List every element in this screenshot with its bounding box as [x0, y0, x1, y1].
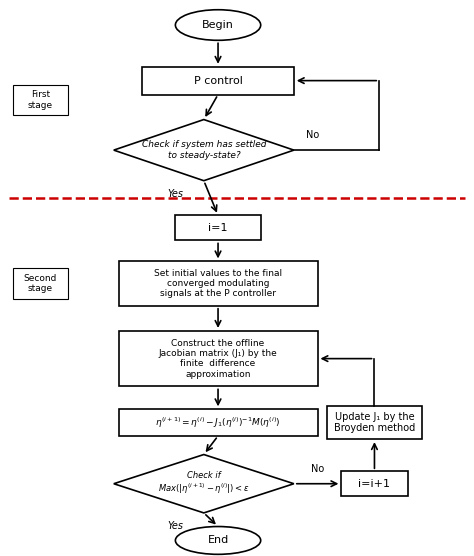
Text: Check if system has settled
to steady-state?: Check if system has settled to steady-st…: [142, 141, 266, 160]
Text: Set initial values to the final
converged modulating
signals at the P controller: Set initial values to the final converge…: [154, 269, 282, 299]
Text: P control: P control: [193, 76, 243, 86]
Bar: [175, 215, 261, 240]
Text: i=1: i=1: [208, 223, 228, 233]
Bar: [118, 331, 318, 386]
Bar: [142, 67, 294, 95]
Text: Yes: Yes: [167, 522, 183, 531]
Text: i=i+1: i=i+1: [358, 479, 391, 489]
Text: $\eta^{(i+1)}=\eta^{(i)}-J_1(\eta^{(i)})^{-1}M(\eta^{(i)})$: $\eta^{(i+1)}=\eta^{(i)}-J_1(\eta^{(i)})…: [155, 415, 281, 430]
Bar: [13, 269, 68, 299]
Text: End: End: [208, 535, 228, 545]
Bar: [118, 409, 318, 436]
Text: Construct the offline
Jacobian matrix (J₁) by the
finite  difference
approximati: Construct the offline Jacobian matrix (J…: [159, 339, 277, 379]
Bar: [341, 471, 408, 496]
Text: No: No: [306, 130, 319, 140]
Text: Update J₁ by the
Broyden method: Update J₁ by the Broyden method: [334, 412, 415, 433]
Text: Check if
$Max(|\eta^{(i+1)}-\eta^{(i)}|) < \varepsilon$: Check if $Max(|\eta^{(i+1)}-\eta^{(i)}|)…: [158, 471, 250, 497]
Text: Yes: Yes: [167, 189, 183, 199]
Polygon shape: [114, 120, 294, 181]
Bar: [13, 85, 68, 116]
Bar: [118, 261, 318, 306]
Bar: [327, 406, 422, 439]
Text: First
stage: First stage: [27, 91, 53, 110]
Ellipse shape: [175, 9, 261, 40]
Text: Begin: Begin: [202, 20, 234, 30]
Text: Second
stage: Second stage: [24, 274, 57, 293]
Ellipse shape: [175, 527, 261, 554]
Text: No: No: [311, 464, 324, 474]
Polygon shape: [114, 455, 294, 513]
